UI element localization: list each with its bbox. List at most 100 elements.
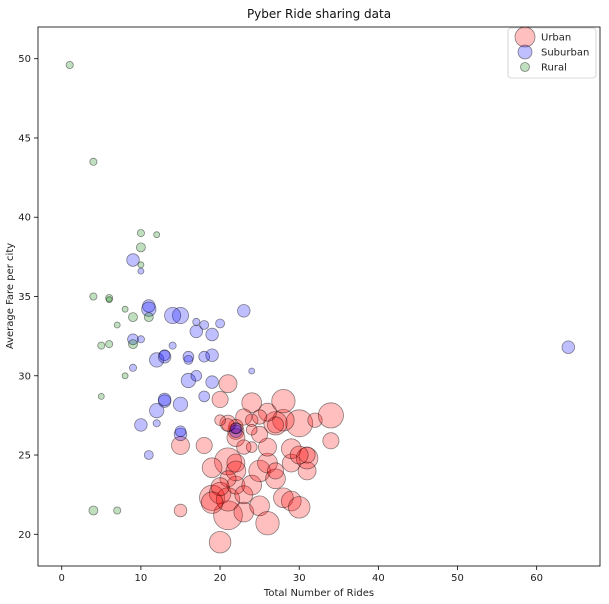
plot-marks [65, 61, 576, 554]
data-point [241, 474, 263, 496]
data-point [137, 261, 145, 269]
data-point [171, 436, 190, 455]
data-point [180, 372, 196, 389]
data-point [205, 348, 219, 362]
data-point [214, 414, 226, 427]
data-point [226, 453, 246, 473]
data-point [280, 490, 302, 512]
data-point [168, 341, 177, 350]
data-point [266, 416, 284, 434]
series-suburban [126, 253, 576, 460]
data-point [113, 321, 121, 329]
data-point [174, 425, 187, 438]
data-point [208, 531, 232, 554]
data-point [195, 436, 213, 454]
data-point [89, 292, 98, 301]
data-point [226, 475, 246, 495]
data-point [105, 296, 113, 304]
data-point [215, 487, 241, 512]
data-point [248, 459, 271, 483]
data-point [158, 349, 171, 362]
data-point [251, 425, 269, 443]
data-point [113, 506, 122, 515]
x-axis-ticks: 0 10 20 30 40 50 60 [59, 566, 543, 584]
data-point [134, 418, 148, 432]
data-point [198, 350, 211, 363]
data-point [183, 354, 194, 365]
data-point [263, 411, 288, 436]
data-point [219, 414, 237, 432]
data-point [280, 438, 302, 460]
legend-marker [517, 44, 533, 60]
data-point [208, 481, 232, 505]
data-point [97, 392, 105, 400]
data-point [295, 447, 319, 470]
data-point [141, 301, 157, 317]
x-tick-label: 30 [293, 573, 306, 584]
y-tick-label: 45 [18, 133, 31, 144]
x-tick-label: 20 [214, 573, 227, 584]
legend-marker [520, 62, 530, 72]
data-point [221, 418, 235, 432]
chart-title: Pyber Ride sharing data [247, 7, 391, 21]
data-point [307, 412, 323, 428]
data-point [255, 511, 280, 536]
data-point [252, 409, 268, 425]
x-tick-label: 40 [372, 573, 385, 584]
data-point [128, 312, 138, 323]
data-point [225, 460, 247, 482]
data-point [214, 447, 242, 476]
data-point [142, 299, 156, 313]
data-point [272, 409, 295, 432]
data-point [229, 424, 243, 439]
legend: Urban Suburban Rural [507, 26, 597, 79]
data-point [189, 324, 204, 339]
data-point [271, 388, 296, 414]
data-point [173, 427, 188, 442]
x-tick-label: 60 [530, 573, 543, 584]
data-point [317, 402, 344, 429]
data-point [244, 413, 259, 427]
data-point [230, 422, 242, 434]
data-point [136, 229, 145, 238]
data-point [190, 369, 203, 382]
data-point [121, 305, 129, 313]
data-point [258, 402, 277, 422]
legend-label: Rural [541, 63, 567, 74]
data-point [298, 446, 316, 464]
y-tick-label: 30 [18, 371, 31, 382]
data-point [149, 352, 165, 368]
y-tick-label: 40 [18, 213, 31, 224]
data-point [105, 294, 114, 303]
data-point [281, 453, 301, 473]
data-point [135, 242, 146, 253]
data-point [127, 333, 139, 346]
x-tick-label: 10 [135, 573, 148, 584]
plot-frame [37, 26, 601, 567]
data-point [227, 422, 245, 440]
data-point [245, 441, 258, 453]
data-point [561, 340, 576, 354]
data-point [297, 461, 317, 481]
data-point [285, 409, 314, 438]
data-point [205, 375, 219, 389]
legend-label: Suburban [541, 48, 589, 59]
data-point [234, 485, 254, 505]
data-point [199, 320, 210, 330]
y-tick-label: 50 [18, 54, 31, 65]
data-point [289, 445, 309, 465]
y-tick-label: 35 [18, 292, 31, 303]
data-point [121, 372, 129, 380]
data-point [245, 423, 258, 436]
data-point [149, 402, 165, 419]
data-point [89, 157, 98, 166]
y-tick-label: 20 [18, 530, 31, 541]
series-urban [171, 374, 344, 554]
data-point [266, 462, 284, 480]
data-point [249, 495, 270, 517]
data-point [257, 452, 278, 474]
data-point [236, 439, 252, 455]
legend-label: Urban [541, 33, 571, 44]
data-point [157, 392, 172, 407]
